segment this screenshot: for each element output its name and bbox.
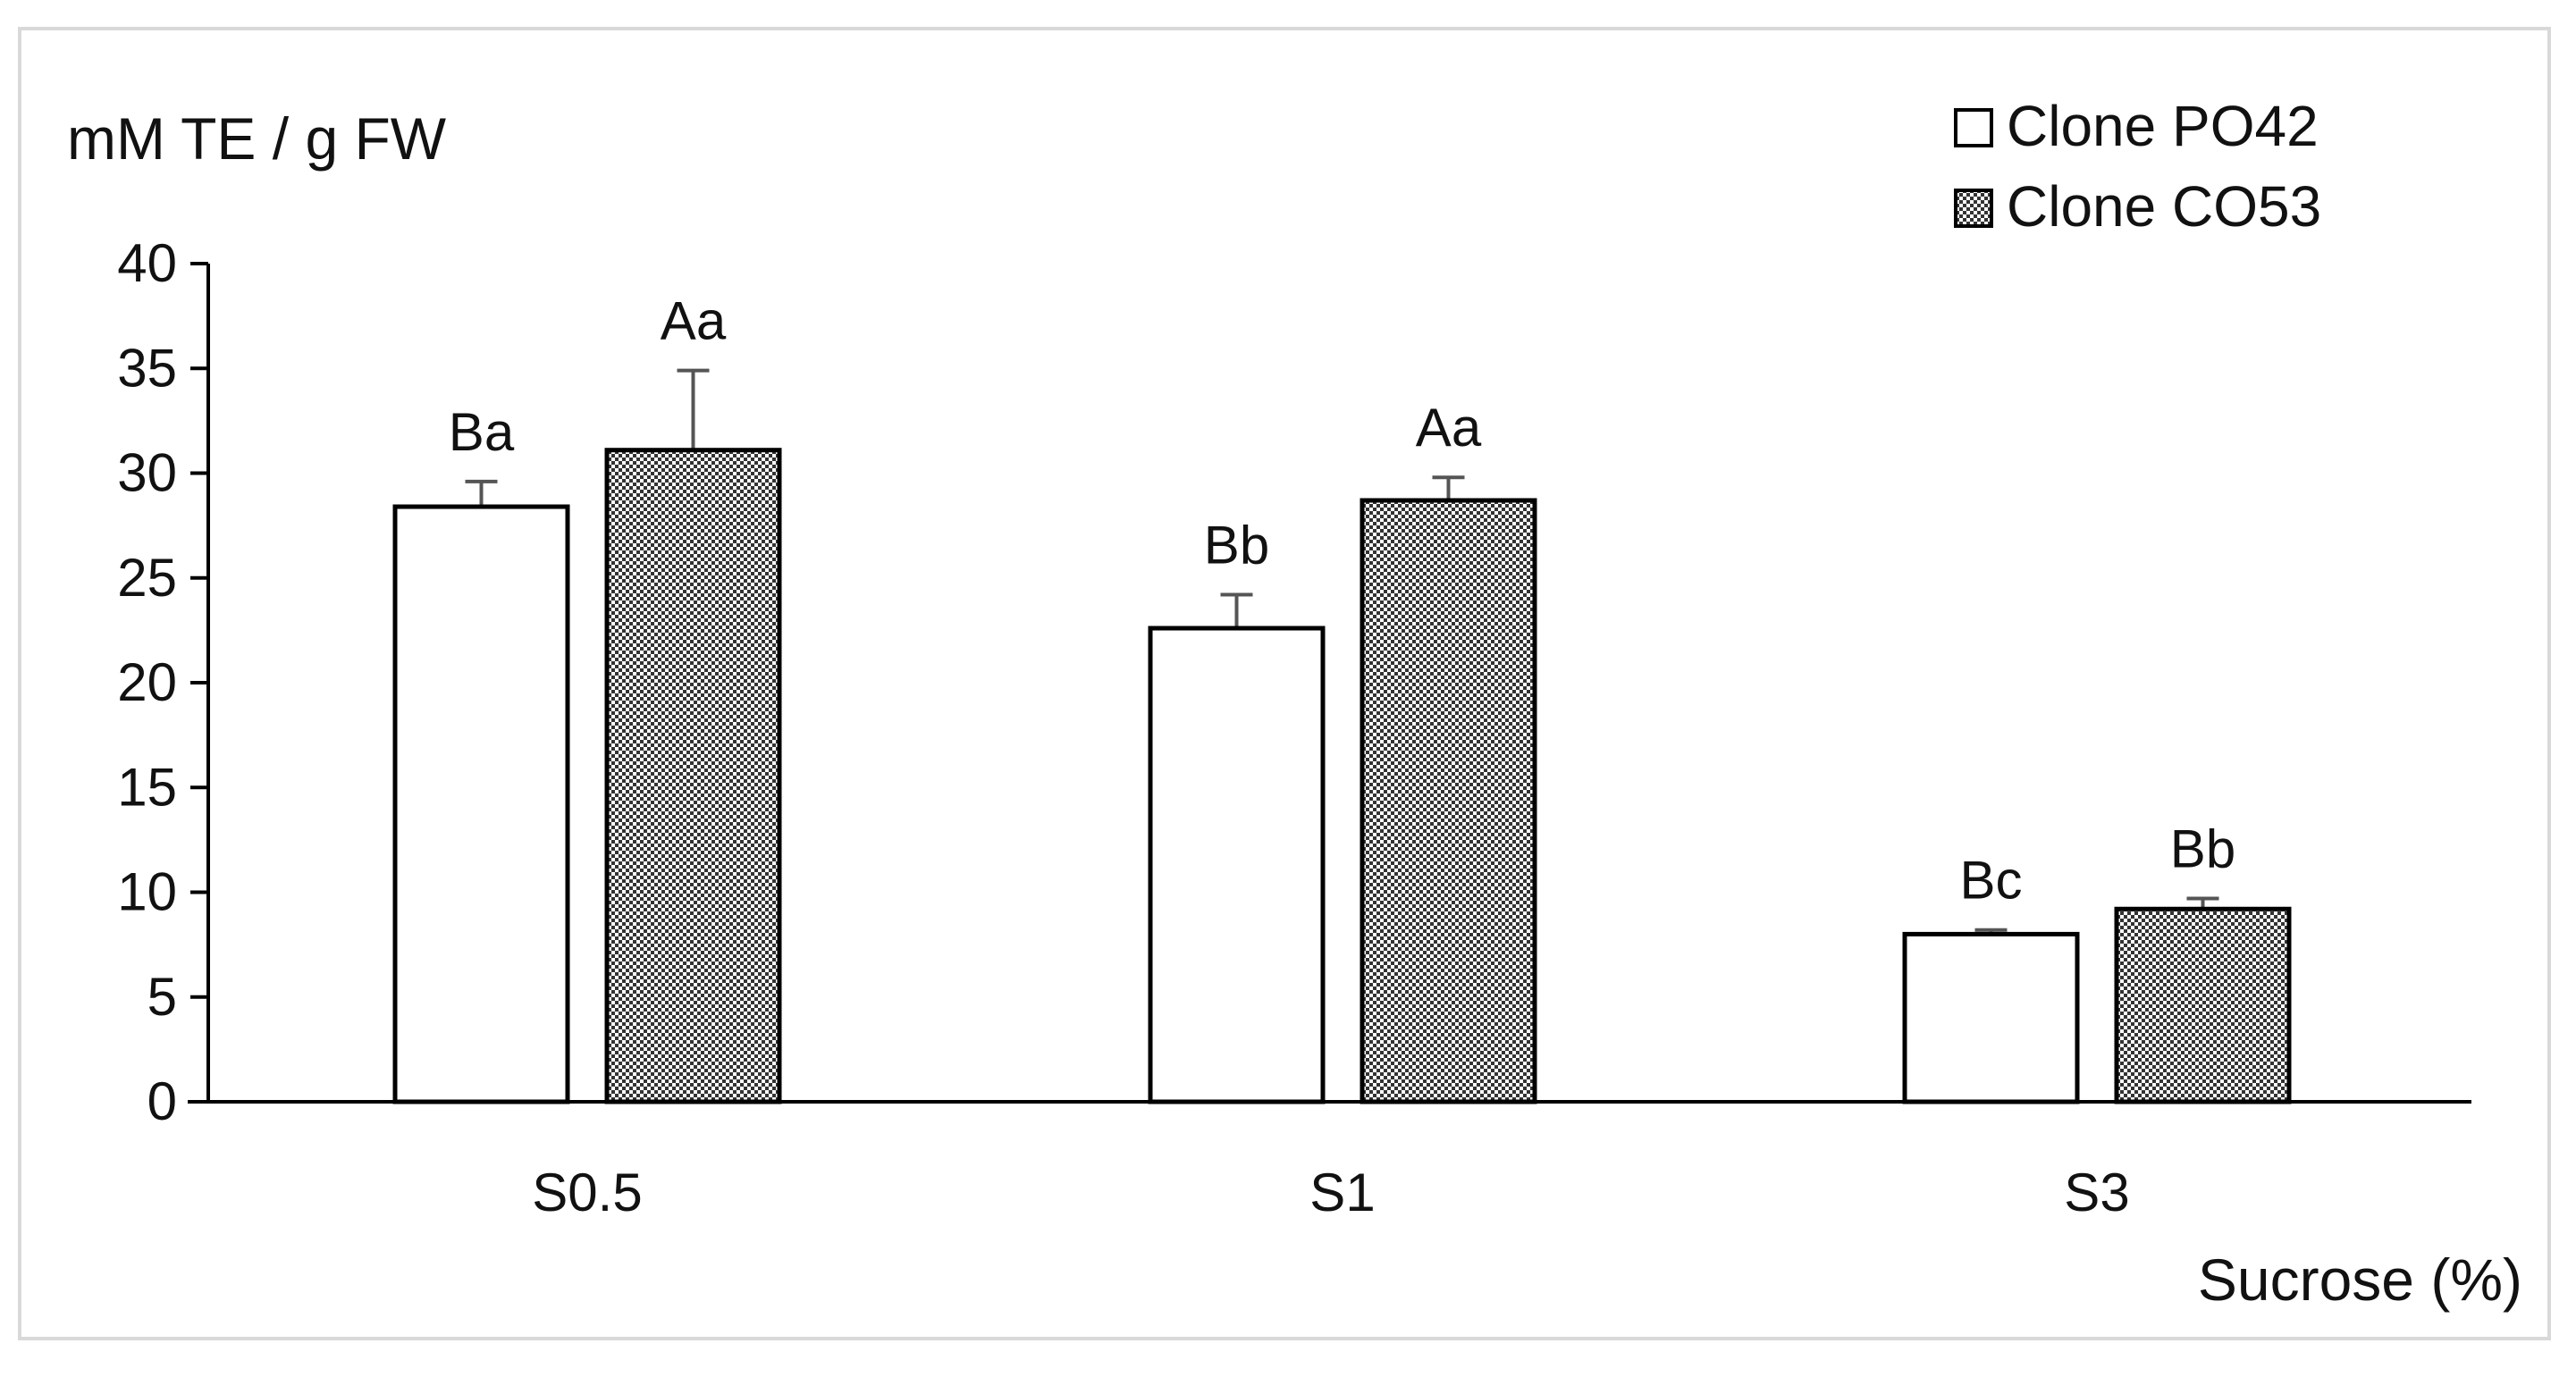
significance-label: Ba [449,402,515,462]
legend: Clone PO42 Clone CO53 [1954,94,2321,239]
y-tick-label: 35 [117,338,177,398]
legend-label-clone-co53: Clone CO53 [2007,174,2321,239]
x-axis-label: Sucrose (%) [2198,1247,2522,1313]
legend-label-clone-po42: Clone PO42 [2007,94,2319,158]
y-tick-label: 30 [117,443,177,503]
significance-label: Bb [2170,819,2235,879]
legend-swatch-clone-po42 [1954,108,1993,147]
y-tick-label: 5 [147,967,177,1027]
x-tick-label: S1 [1309,1163,1375,1222]
y-axis-label: mM TE / g FW [67,105,447,172]
y-tick-label: 10 [117,862,177,922]
plot-area: 0 5 10 15 20 25 30 35 40 S0.5 Ba Aa S1 Bb Aa S3 Bc Bb [117,233,2471,1222]
y-tick-label: 15 [117,757,177,817]
bar [604,448,782,1104]
bar [1148,626,1326,1104]
significance-label: Bc [1959,851,2022,911]
x-tick-label: S3 [2064,1163,2129,1222]
significance-label: Aa [661,291,727,351]
legend-swatch-clone-co53 [1954,189,1993,228]
significance-label: Bb [1204,516,1269,575]
bar [392,504,570,1104]
y-tick-label: 25 [117,548,177,608]
bar [1360,498,1537,1104]
y-tick-label: 40 [117,233,177,293]
significance-label: Aa [1416,398,1482,458]
bar [2114,906,2292,1104]
bar [1902,931,2080,1104]
y-tick-label: 20 [117,652,177,712]
x-tick-label: S0.5 [532,1163,642,1222]
y-tick-label: 0 [147,1071,177,1131]
